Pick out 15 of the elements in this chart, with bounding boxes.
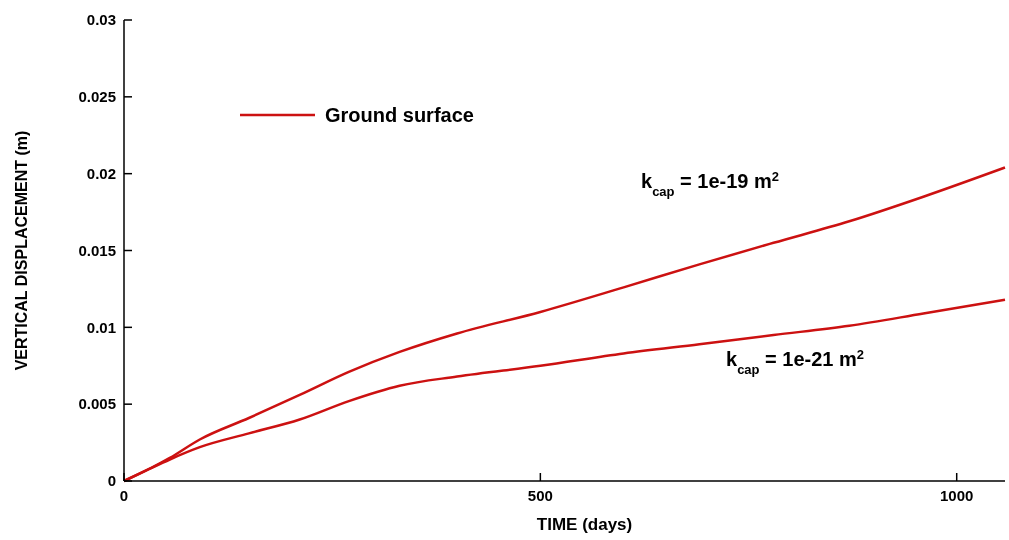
- y-tick-label: 0.005: [78, 395, 116, 413]
- y-tick-label: 0.015: [78, 241, 116, 259]
- y-tick-label: 0: [107, 472, 116, 490]
- x-tick-label: 500: [527, 487, 553, 504]
- annotation: k$_{cap}$ = 1e-21 m$^{2}$: [726, 346, 865, 377]
- annotation: k$_{cap}$ = 1e-19 m$^{2}$: [641, 168, 780, 199]
- x-axis-title: TIME (days): [536, 515, 633, 534]
- y-axis-title: VERTICAL DISPLACEMENT (m): [13, 130, 30, 371]
- y-tick-label: 0.03: [86, 11, 116, 29]
- y-tick-label: 0.01: [86, 318, 116, 336]
- x-tick-label: 1000: [940, 487, 974, 504]
- legend-label: Ground surface: [325, 104, 474, 126]
- x-tick-label: 0: [119, 487, 129, 504]
- y-tick-label: 0.02: [86, 164, 116, 182]
- y-tick-label: 0.025: [78, 88, 116, 106]
